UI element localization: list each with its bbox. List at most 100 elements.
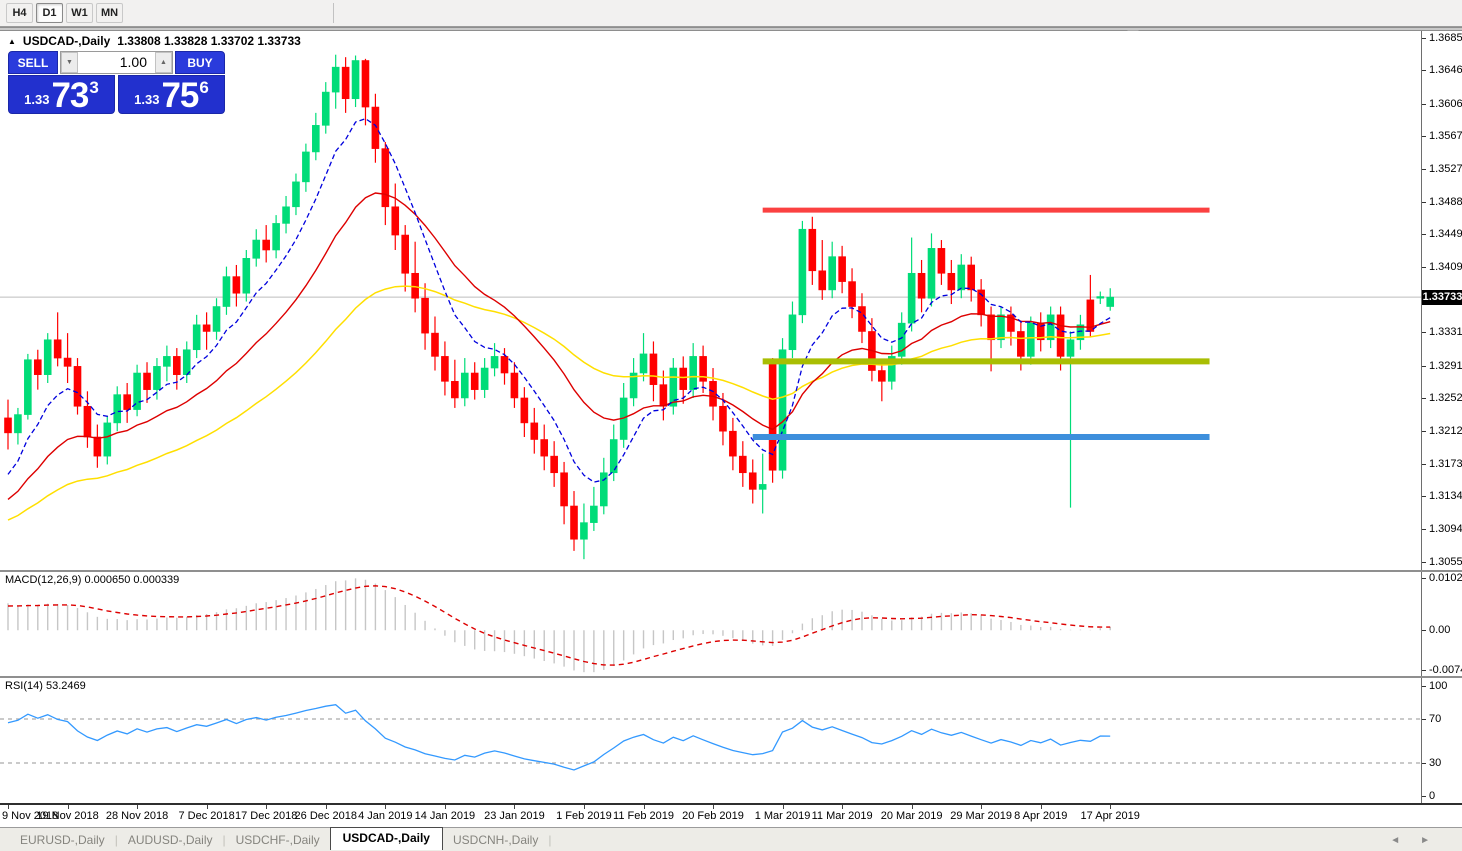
macd-canvas[interactable] bbox=[0, 572, 1421, 676]
buy-button[interactable]: BUY bbox=[175, 51, 225, 74]
rsi-axis: 100 70 30 0 bbox=[1421, 678, 1462, 803]
time-axis-tick bbox=[842, 805, 844, 809]
sell-button[interactable]: SELL bbox=[8, 51, 58, 74]
time-axis-label: 7 Dec 2018 bbox=[178, 810, 235, 822]
axis-label: 1.35670 bbox=[1429, 130, 1462, 143]
axis-tick bbox=[1422, 397, 1426, 399]
panel-divider[interactable] bbox=[0, 570, 1462, 572]
time-axis-tick bbox=[583, 805, 585, 809]
time-axis-tick bbox=[643, 805, 645, 809]
buy-price-box[interactable]: 1.33 75 6 bbox=[118, 75, 225, 114]
panel-divider[interactable] bbox=[0, 676, 1462, 678]
toolbar-separator bbox=[333, 3, 334, 23]
axis-tick bbox=[1422, 719, 1426, 720]
time-axis-tick bbox=[713, 805, 715, 809]
time-axis-label: 1 Mar 2019 bbox=[754, 810, 811, 822]
time-axis-tick bbox=[266, 805, 268, 809]
volume-input[interactable]: 1.00 bbox=[119, 54, 147, 70]
axis-tick bbox=[1422, 70, 1426, 72]
axis-label: 1.32520 bbox=[1429, 391, 1462, 404]
time-axis-tick bbox=[385, 805, 387, 809]
axis-tick bbox=[1422, 365, 1426, 367]
time-axis-label: 8 Apr 2019 bbox=[1014, 810, 1068, 822]
time-axis-tick bbox=[782, 805, 784, 809]
axis-label: 1.32910 bbox=[1429, 359, 1462, 372]
time-axis-tick bbox=[8, 805, 9, 809]
axis-tick bbox=[1422, 201, 1426, 203]
axis-tick bbox=[1422, 38, 1426, 40]
axis-tick bbox=[1422, 103, 1426, 105]
time-axis[interactable]: 9 Nov 2018 19 Nov 2018 28 Nov 2018 7 Dec 20… bbox=[0, 805, 1462, 827]
time-axis-label: 14 Jan 2019 bbox=[414, 810, 476, 822]
tab-eurusd[interactable]: EURUSD-,Daily bbox=[20, 832, 105, 847]
axis-label: 0.010229 bbox=[1429, 572, 1462, 584]
panel-divider bbox=[0, 803, 1462, 805]
axis-label: 100 bbox=[1429, 680, 1448, 692]
price-axis[interactable]: 1.36850 1.36460 1.36060 1.35670 1.35270 1.348… bbox=[1421, 31, 1462, 570]
buy-price-pip: 6 bbox=[199, 78, 209, 97]
axis-tick bbox=[1422, 431, 1426, 433]
volume-increase-icon[interactable]: ▲ bbox=[155, 52, 172, 73]
macd-histogram-layer bbox=[7, 578, 1111, 673]
time-axis-tick bbox=[325, 805, 327, 809]
time-axis-label: 20 Feb 2019 bbox=[682, 810, 744, 822]
time-axis-label: 11 Feb 2019 bbox=[613, 810, 674, 822]
axis-tick bbox=[1422, 578, 1426, 579]
axis-tick bbox=[1422, 796, 1426, 797]
time-axis-label: 23 Jan 2019 bbox=[484, 810, 545, 822]
one-click-trading-panel: SELL ▼ 1.00 ▲ BUY 1.33 73 3 1.33 bbox=[8, 51, 225, 114]
axis-tick bbox=[1422, 763, 1426, 764]
tab-scroll-right-icon[interactable]: ► bbox=[1420, 834, 1430, 846]
axis-tick bbox=[1422, 686, 1426, 687]
time-axis-tick bbox=[137, 805, 139, 809]
timeframe-tab-mn[interactable]: MN bbox=[96, 3, 124, 23]
buy-price-prefix: 1.33 bbox=[134, 92, 160, 107]
time-axis-tick bbox=[206, 805, 208, 809]
time-axis-label: 19 Nov 2018 bbox=[36, 810, 99, 822]
macd-label: MACD(12,26,9) 0.000650 0.000339 bbox=[5, 574, 180, 586]
time-axis-tick bbox=[981, 805, 983, 809]
time-axis-label: 11 Mar 2019 bbox=[811, 810, 873, 822]
axis-tick bbox=[1422, 234, 1426, 236]
rsi-canvas[interactable] bbox=[0, 678, 1421, 803]
timeframe-tab-h4[interactable]: H4 bbox=[6, 3, 33, 23]
tab-scroll-left-icon[interactable]: ◄ bbox=[1390, 834, 1401, 846]
axis-label: 0.00 bbox=[1429, 624, 1451, 637]
time-axis-label: 28 Nov 2018 bbox=[105, 810, 169, 822]
sell-price-box[interactable]: 1.33 73 3 bbox=[8, 75, 115, 114]
axis-tick bbox=[1422, 463, 1426, 465]
tab-usdchf[interactable]: USDCHF-,Daily bbox=[235, 832, 320, 847]
axis-tick bbox=[1422, 136, 1426, 138]
collapse-panel-icon[interactable]: ▲ bbox=[8, 37, 16, 46]
time-axis-label: 1 Feb 2019 bbox=[556, 810, 612, 822]
volume-stepper: ▼ 1.00 ▲ bbox=[60, 51, 173, 74]
time-axis-tick bbox=[1110, 805, 1112, 809]
sell-price-big: 73 bbox=[51, 76, 89, 115]
current-price-tag: 1.33733 bbox=[1422, 290, 1462, 306]
axis-label: 1.36060 bbox=[1429, 97, 1462, 110]
axis-label: 1.34090 bbox=[1429, 261, 1462, 274]
time-axis-tick bbox=[1040, 805, 1042, 809]
axis-tick bbox=[1422, 496, 1426, 498]
tab-usdcad[interactable]: USDCAD-,Daily bbox=[329, 827, 443, 850]
sell-price-prefix: 1.33 bbox=[24, 92, 50, 107]
macd-panel: MACD(12,26,9) 0.000650 0.000339 bbox=[0, 572, 1421, 676]
tab-usdcnh[interactable]: USDCNH-,Daily bbox=[452, 832, 539, 847]
axis-label: 1.36850 bbox=[1429, 32, 1462, 45]
axis-label: 1.32120 bbox=[1429, 425, 1462, 438]
timeframe-tab-w1[interactable]: W1 bbox=[66, 3, 93, 23]
volume-decrease-icon[interactable]: ▼ bbox=[61, 52, 78, 73]
axis-label: 1.30550 bbox=[1429, 555, 1462, 568]
chart-area: ▲ USDCAD-,Daily 1.33808 1.33828 1.33702 … bbox=[0, 31, 1462, 827]
time-axis-tick bbox=[911, 805, 913, 809]
axis-label: 0 bbox=[1429, 790, 1436, 802]
time-axis-label: 4 Jan 2019 bbox=[358, 810, 413, 822]
axis-label: -0.007477 bbox=[1429, 664, 1462, 676]
tab-audusd[interactable]: AUDUSD-,Daily bbox=[127, 832, 213, 847]
chart-symbol-label: USDCAD-,Daily bbox=[22, 34, 111, 48]
price-chart-canvas[interactable] bbox=[0, 31, 1421, 570]
timeframe-tab-d1[interactable]: D1 bbox=[36, 3, 63, 23]
tab-separator: | bbox=[548, 832, 552, 847]
axis-tick bbox=[1422, 169, 1426, 171]
